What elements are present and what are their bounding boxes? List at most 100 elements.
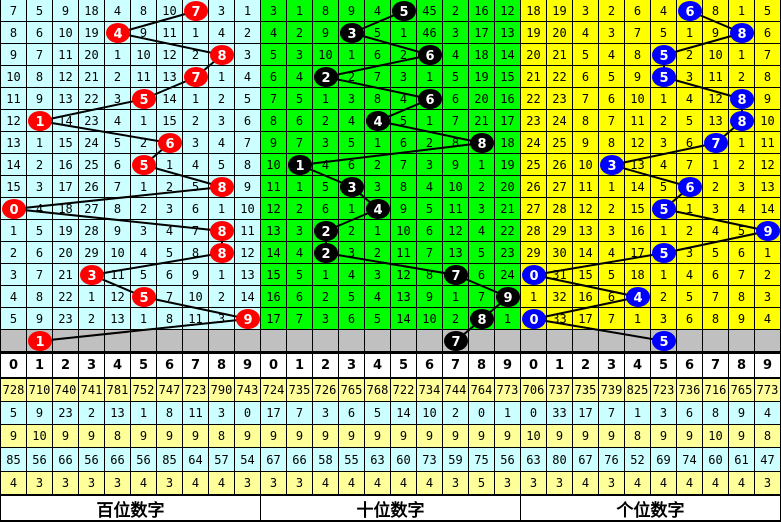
svg-text:5: 5 [399,5,408,20]
units-miss-cell: 5 [651,22,677,44]
tens-pending-cell [365,330,391,352]
tens-miss-cell: 2 [313,286,339,308]
tens-stat-cell: 10 [417,402,443,425]
tens-trend-line [351,32,431,56]
tens-draw-ball: 4 [366,199,390,219]
svg-text:8: 8 [217,225,226,240]
tens-miss-cell: 6 [261,66,287,88]
units-miss-cell: 1 [729,0,755,22]
units-draw-ball: 5 [652,45,676,65]
svg-text:5: 5 [139,93,148,108]
units-stat-cell: 74 [677,448,703,472]
hundreds-pending-cell [1,330,27,352]
units-draw-ball: 7 [704,133,728,153]
tens-miss-cell: 14 [495,44,521,66]
units-miss-cell: 24 [547,110,573,132]
units-miss-cell: 4 [729,198,755,220]
units-miss-cell: 2 [599,0,625,22]
units-miss-cell: 1 [703,154,729,176]
tens-miss-cell: 1 [287,0,313,22]
units-miss-cell: 7 [703,286,729,308]
hundreds-miss-cell: 4 [209,132,235,154]
tens-miss-cell: 2 [339,220,365,242]
tens-draw-ball: 2 [314,243,338,263]
units-miss-cell: 6 [677,308,703,330]
tens-pending-cell [261,330,287,352]
hundreds-miss-cell: 19 [79,22,105,44]
hundreds-miss-cell: 10 [1,66,27,88]
tens-miss-cell: 8 [443,132,469,154]
tens-miss-cell: 5 [391,110,417,132]
units-miss-cell: 3 [573,0,599,22]
svg-text:5: 5 [139,159,148,174]
tens-miss-cell: 5 [313,176,339,198]
units-miss-cell: 5 [599,66,625,88]
hundreds-miss-cell: 1 [79,286,105,308]
tens-stat-cell: 5 [469,472,495,495]
units-miss-cell: 1 [729,44,755,66]
hundreds-stat-cell: 9 [183,425,209,448]
units-panel-label: 个位数字 [521,496,780,521]
tens-miss-cell: 3 [313,132,339,154]
tens-stat-cell: 63 [365,448,391,472]
hundreds-stat-cell: 743 [235,379,261,402]
tens-stat-cell: 722 [391,379,417,402]
hundreds-miss-cell: 4 [183,154,209,176]
units-miss-cell: 4 [573,22,599,44]
tens-miss-cell: 8 [313,0,339,22]
hundreds-draw-ball: 1 [28,111,52,131]
tens-stat-cell: 73 [417,448,443,472]
units-stat-cell: 10 [703,425,729,448]
hundreds-miss-cell: 6 [105,154,131,176]
tens-miss-cell: 17 [495,110,521,132]
tens-stat-cell: 59 [443,448,469,472]
hundreds-miss-cell: 3 [131,220,157,242]
units-stat-cell: 4 [573,472,599,495]
hundreds-digit-header: 1 [27,354,53,378]
svg-text:8: 8 [737,27,746,42]
hundreds-miss-cell: 2 [105,66,131,88]
svg-text:1: 1 [35,115,44,130]
hundreds-miss-cell: 1 [131,110,157,132]
tens-stat-cell: 4 [417,472,443,495]
tens-miss-cell: 4 [339,264,365,286]
units-miss-cell: 2 [703,176,729,198]
hundreds-stat-cell: 781 [105,379,131,402]
units-stat-cell: 4 [651,472,677,495]
units-trend-line [533,296,639,320]
tens-draw-ball: 3 [340,177,364,197]
svg-text:3: 3 [347,27,356,42]
tens-miss-cell: 2 [365,154,391,176]
tens-miss-cell: 22 [495,220,521,242]
tens-miss-cell: 5 [417,198,443,220]
tens-miss-cell: 7 [261,88,287,110]
tens-stat-cell: 5 [365,402,391,425]
units-pending-cell [521,330,547,352]
tens-miss-cell: 17 [469,22,495,44]
tens-draw-ball: 8 [470,309,494,329]
tens-trend-line [325,54,431,78]
tens-pending-cell [313,330,339,352]
tens-stat-cell: 9 [261,425,287,448]
svg-text:6: 6 [685,181,694,196]
tens-miss-cell: 6 [313,198,339,220]
tens-miss-cell: 4 [469,220,495,242]
hundreds-stat-cell: 0 [235,402,261,425]
tens-miss-cell: 2 [469,176,495,198]
hundreds-trend-line [117,10,197,34]
hundreds-miss-cell: 25 [79,154,105,176]
tens-miss-cell: 1 [469,154,495,176]
hundreds-miss-cell: 2 [1,242,27,264]
tens-draw-ball: 6 [418,45,442,65]
tens-miss-cell: 1 [443,286,469,308]
tens-miss-cell: 13 [261,220,287,242]
tens-stat-cell: 3 [261,472,287,495]
svg-text:4: 4 [633,291,642,306]
tens-miss-cell: 13 [443,242,469,264]
hundreds-stat-cell: 9 [79,425,105,448]
units-stat-cell: 3 [547,472,573,495]
tens-miss-cell: 11 [443,198,469,220]
hundreds-miss-cell: 20 [53,242,79,264]
units-miss-cell: 7 [599,308,625,330]
